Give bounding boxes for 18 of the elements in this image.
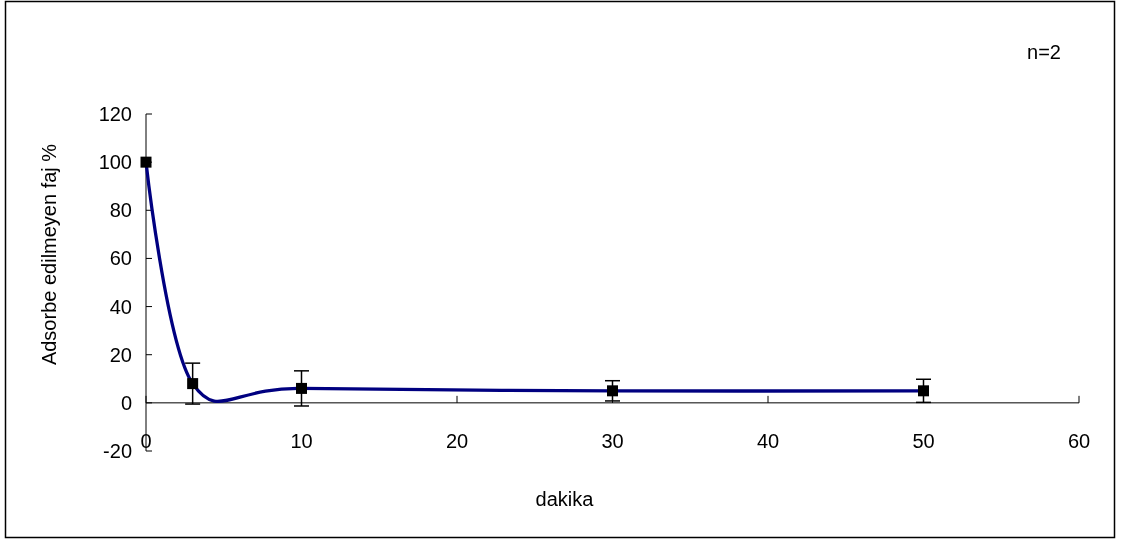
y-tick-label: 100 xyxy=(98,151,132,174)
y-tick-label: 40 xyxy=(109,295,132,318)
text: n=2 xyxy=(1027,41,1061,63)
y-tick-label: -20 xyxy=(103,440,132,462)
x-axis-title: dakika xyxy=(535,488,595,510)
x-tick-label: 20 xyxy=(445,430,469,452)
y-tick-label: 0 xyxy=(120,391,132,414)
x-tick-label: 30 xyxy=(601,430,624,452)
x-tick-label: 50 xyxy=(912,430,935,452)
x-tick-label: 0 xyxy=(140,430,152,452)
x-tick-label: 60 xyxy=(1067,430,1091,452)
x-tick-label: 40 xyxy=(756,430,780,452)
y-tick-label: 20 xyxy=(109,343,132,366)
x-tick-label: 10 xyxy=(290,430,313,452)
y-tick-label: 60 xyxy=(109,247,132,270)
y-tick-label: 80 xyxy=(109,199,132,222)
y-axis-title: Adsorbe edilmeyen faj % xyxy=(38,143,60,366)
y-tick-label: 120 xyxy=(98,103,132,125)
